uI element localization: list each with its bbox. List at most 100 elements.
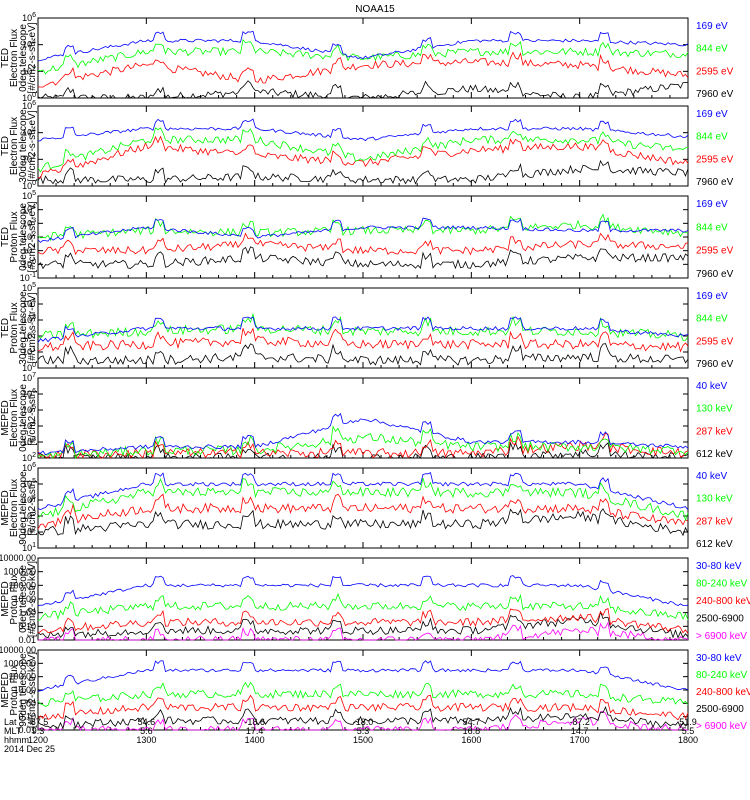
y-tick-label: 102 [22,452,36,463]
series-line-black [37,706,689,730]
footer-lat: -18.6 [244,717,265,727]
series-line-red [37,493,689,530]
legend-entry: 287 keV [696,516,733,527]
y-tick-label: 10.00 [13,685,36,695]
panel-frame [37,17,689,99]
legend-entry: 612 keV [696,449,733,460]
y-tick-label: 1000.00 [3,567,36,577]
series-line-black [37,80,689,99]
panel-frame [37,105,689,187]
panel-frame [37,377,689,459]
series-line-blue [37,575,689,607]
legend-entry: 844 eV [696,314,728,325]
y-tick-label: 101 [22,542,36,553]
series-line-green [37,681,689,707]
series-line-blue [37,118,689,142]
y-tick-label: 1000.00 [3,658,36,668]
legend-entry: 612 keV [696,539,733,550]
y-tick-label: 107 [22,372,36,383]
footer-mlt: 14.7 [571,726,589,736]
y-tick-label: 105 [22,190,36,201]
footer-mlt: 5.6 [140,726,153,736]
legend-entry: 2500-6900 [696,704,744,715]
legend-entry: 2595 eV [696,154,734,165]
legend-entry: 2595 eV [696,246,734,257]
series-line-blue [37,316,689,343]
series-line-red [37,135,689,179]
legend-entry: 80-240 keV [696,579,747,590]
series-line-green [37,312,689,341]
footer-hhmm: 1500 [353,735,373,745]
legend-entry: 7960 eV [696,359,734,370]
y-tick-label: 102 [22,231,36,242]
y-axis-label: TEDProton Flux30deg telescope[#/cm2-s-st… [0,291,38,365]
panel-8: 0.01 0.10 1.00 10.00 100.00 1000.00 10000.00ME… [0,645,750,735]
footer-hhmm: 1700 [570,735,590,745]
panel-7: 0.01 0.10 1.00 10.00 100.00 1000.00 10000.00ME… [0,553,750,645]
series-line-red [37,51,689,88]
y-tick-label: 104 [22,420,36,431]
y-tick-label: 104 [22,298,36,309]
footer-lat: -87.5 [28,717,49,727]
y-tick-label: 105 [22,282,36,293]
y-tick-label: 102 [22,526,36,537]
footer-lat: 54.6 [138,717,156,727]
series-line-black [37,246,689,270]
footer-lat: -18.0 [353,717,374,727]
legend-entry: 844 eV [696,222,728,233]
figure-title: NOAA15 [355,4,395,15]
y-axis-label: MEPEDElectron Flux90deg telescope[#/cm2-… [0,471,38,545]
footer-hhmm: 1300 [136,735,156,745]
footer-row-label: MLT [4,726,22,736]
y-tick-label: 10000.00 [0,553,36,563]
footer-hhmm: 1800 [678,735,698,745]
series-line-green [37,592,689,621]
panel-frame [37,195,689,279]
y-tick-label: 104 [22,39,36,50]
y-tick-label: 100.00 [8,580,36,590]
series-line-red [37,232,689,256]
series-line-green [37,127,689,173]
series-line-magenta [37,711,688,731]
y-tick-label: 0.10 [18,621,36,631]
legend-entry: 844 eV [696,44,728,55]
series-line-red [37,608,689,634]
legend-entry: 2595 eV [696,336,734,347]
legend-entry: 40 keV [696,471,727,482]
y-tick-label: 106 [22,100,36,111]
footer-hhmm: 1400 [245,735,265,745]
legend-entry: > 6900 keV [696,631,747,642]
y-tick-label: 100 [22,92,36,103]
legend-entry: 844 eV [696,132,728,143]
y-tick-label: 105 [22,404,36,415]
series-line-blue [37,660,689,692]
y-tick-label: 103 [22,314,36,325]
y-axis-label: TEDElectron Flux30deg telescope[#/cm2-s-… [0,109,38,183]
series-line-black [37,159,689,185]
legend-entry: 287 keV [696,426,733,437]
y-tick-label: 0.01 [18,725,36,735]
footer-mlt: 16.8 [463,726,481,736]
y-tick-label: 106 [22,462,36,473]
y-tick-label: 100 [22,180,36,191]
y-tick-label: 101 [22,346,36,357]
y-tick-label: 105 [22,478,36,489]
footer-hhmm: 1600 [461,735,481,745]
y-tick-label: 0.01 [18,635,36,645]
panel-frame [37,467,689,549]
legend-entry: 2595 eV [696,66,734,77]
legend-entry: 7960 eV [696,89,734,100]
series-line-green [37,425,689,459]
legend-entry: 40 keV [696,381,727,392]
series-line-magenta [38,621,689,642]
series-line-green [37,39,689,75]
legend-entry: 169 eV [696,199,728,210]
y-tick-label: 103 [22,436,36,447]
legend-entry: 130 keV [696,494,733,505]
